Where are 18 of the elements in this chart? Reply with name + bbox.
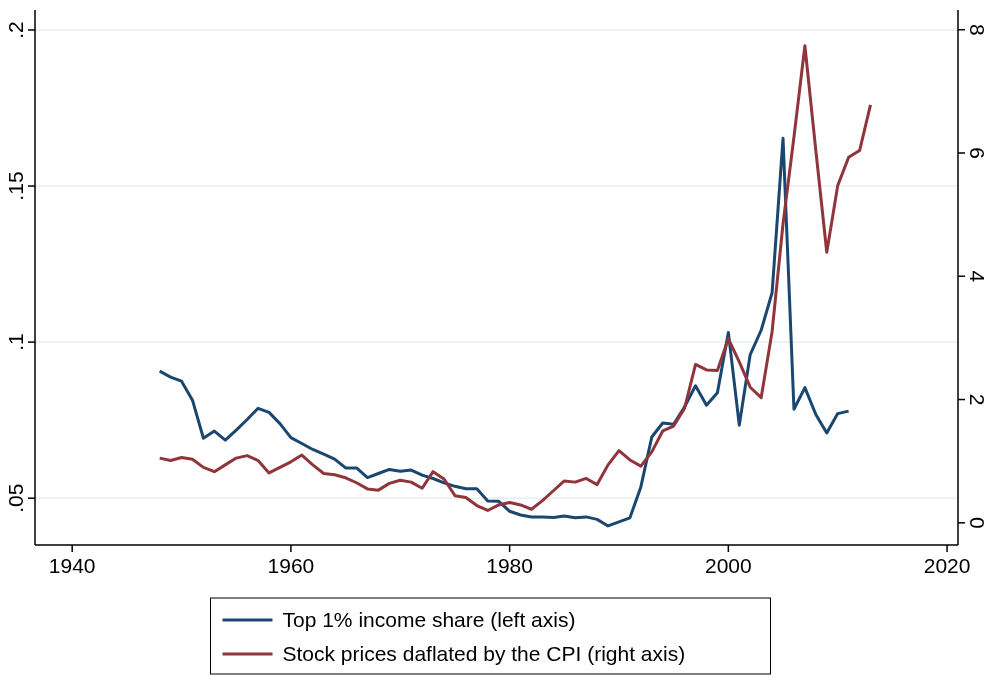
legend-label: Top 1% income share (left axis): [282, 608, 576, 631]
x-tick-label: 1960: [267, 554, 315, 577]
y-tick-label: .2: [4, 21, 27, 39]
y2-tick-label: 8: [966, 23, 989, 36]
line-series: [158, 136, 851, 528]
y2-tick-label: 0: [966, 516, 989, 529]
y2-tick-label: 4: [966, 270, 989, 283]
line-series: [158, 44, 873, 512]
y-tick-label: .1: [4, 333, 27, 351]
x-tick-label: 2020: [923, 554, 971, 577]
y-tick-label: .15: [4, 171, 27, 201]
x-tick-label: 1980: [486, 554, 533, 577]
legend-label: Stock prices daflated by the CPI (right axis): [282, 642, 686, 665]
x-tick-label: 1940: [48, 554, 96, 577]
y2-tick-label: 2: [966, 393, 989, 406]
x-tick-label: 2000: [704, 554, 752, 577]
y-tick-label: .05: [4, 483, 27, 513]
y2-tick-label: 6: [966, 147, 989, 159]
